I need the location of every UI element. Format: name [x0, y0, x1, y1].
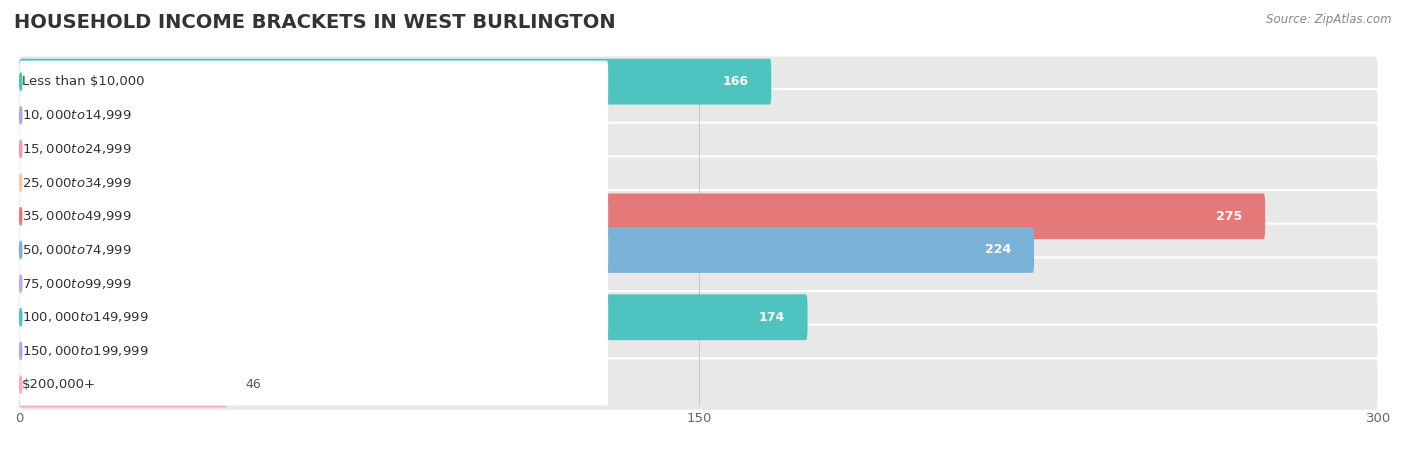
FancyBboxPatch shape — [20, 162, 609, 204]
FancyBboxPatch shape — [20, 296, 609, 338]
Text: 72: 72 — [305, 344, 323, 357]
Circle shape — [20, 140, 22, 158]
FancyBboxPatch shape — [20, 89, 1378, 141]
Circle shape — [20, 376, 22, 393]
FancyBboxPatch shape — [20, 126, 422, 172]
FancyBboxPatch shape — [20, 263, 609, 304]
Text: $35,000 to $49,999: $35,000 to $49,999 — [22, 209, 132, 223]
Text: 224: 224 — [986, 243, 1011, 256]
Text: $50,000 to $74,999: $50,000 to $74,999 — [22, 243, 132, 257]
FancyBboxPatch shape — [20, 229, 609, 271]
FancyBboxPatch shape — [20, 362, 228, 408]
FancyBboxPatch shape — [20, 92, 387, 138]
Text: 65: 65 — [274, 176, 291, 189]
Text: $75,000 to $99,999: $75,000 to $99,999 — [22, 277, 132, 291]
FancyBboxPatch shape — [20, 128, 609, 170]
FancyBboxPatch shape — [20, 330, 609, 372]
FancyBboxPatch shape — [20, 224, 1378, 276]
Text: 166: 166 — [723, 75, 748, 88]
FancyBboxPatch shape — [20, 61, 609, 103]
Circle shape — [20, 174, 22, 191]
FancyBboxPatch shape — [20, 160, 314, 206]
Circle shape — [20, 275, 22, 292]
Text: $100,000 to $149,999: $100,000 to $149,999 — [22, 310, 149, 324]
FancyBboxPatch shape — [20, 59, 772, 105]
FancyBboxPatch shape — [20, 364, 609, 405]
FancyBboxPatch shape — [20, 227, 1033, 273]
FancyBboxPatch shape — [20, 291, 1378, 343]
Text: 174: 174 — [759, 311, 785, 324]
Text: Less than $10,000: Less than $10,000 — [22, 75, 145, 88]
FancyBboxPatch shape — [20, 261, 364, 307]
Text: $25,000 to $34,999: $25,000 to $34,999 — [22, 176, 132, 189]
FancyBboxPatch shape — [20, 94, 609, 136]
FancyBboxPatch shape — [20, 194, 1265, 239]
Text: 89: 89 — [382, 142, 399, 155]
FancyBboxPatch shape — [20, 325, 1378, 377]
Circle shape — [20, 106, 22, 124]
FancyBboxPatch shape — [20, 123, 1378, 175]
FancyBboxPatch shape — [20, 358, 1378, 411]
FancyBboxPatch shape — [20, 295, 807, 340]
Circle shape — [20, 241, 22, 259]
FancyBboxPatch shape — [20, 156, 1378, 209]
Text: 76: 76 — [323, 277, 340, 290]
Text: HOUSEHOLD INCOME BRACKETS IN WEST BURLINGTON: HOUSEHOLD INCOME BRACKETS IN WEST BURLIN… — [14, 13, 616, 32]
Text: $10,000 to $14,999: $10,000 to $14,999 — [22, 108, 132, 122]
Text: $15,000 to $24,999: $15,000 to $24,999 — [22, 142, 132, 156]
Text: Source: ZipAtlas.com: Source: ZipAtlas.com — [1267, 13, 1392, 26]
FancyBboxPatch shape — [20, 195, 609, 237]
FancyBboxPatch shape — [20, 257, 1378, 310]
Circle shape — [20, 207, 22, 225]
Text: 46: 46 — [246, 378, 262, 391]
Text: 81: 81 — [346, 109, 364, 122]
Circle shape — [20, 308, 22, 326]
Text: $200,000+: $200,000+ — [22, 378, 96, 391]
FancyBboxPatch shape — [20, 55, 1378, 108]
Circle shape — [20, 73, 22, 90]
FancyBboxPatch shape — [20, 328, 346, 374]
Text: $150,000 to $199,999: $150,000 to $199,999 — [22, 344, 149, 358]
Circle shape — [20, 342, 22, 360]
FancyBboxPatch shape — [20, 190, 1378, 242]
Text: 275: 275 — [1216, 210, 1243, 223]
